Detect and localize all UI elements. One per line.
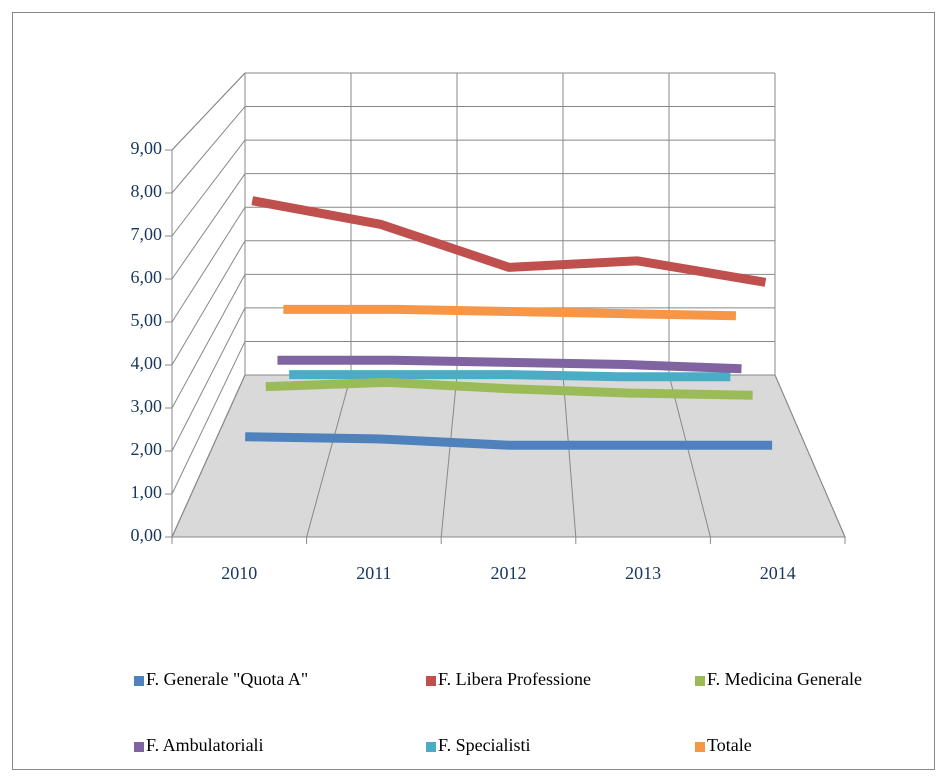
y-tick-label: 7,00	[131, 224, 163, 244]
grid-line	[171, 173, 246, 280]
x-tick-label: 2013	[625, 563, 661, 583]
y-tick-label: 8,00	[131, 181, 163, 201]
floor-divider	[562, 374, 577, 538]
legend-label: F. Ambulatoriali	[146, 735, 264, 755]
series-line	[283, 304, 737, 321]
legend-label: F. Libera Professione	[438, 669, 591, 689]
floor-divider	[774, 374, 846, 538]
grid-line	[171, 106, 246, 194]
y-tick-label: 3,00	[131, 396, 163, 416]
y-tick-label: 1,00	[131, 482, 163, 502]
legend-label: F. Medicina Generale	[707, 669, 862, 689]
y-tick-label: 2,00	[131, 439, 163, 459]
legend-swatch	[695, 742, 705, 752]
grid-line	[171, 139, 246, 237]
legend-swatch	[134, 676, 144, 686]
series-line	[265, 377, 753, 400]
y-tick-label: 0,00	[131, 525, 163, 545]
y-tick-label: 5,00	[131, 310, 163, 330]
series-line	[289, 370, 731, 382]
floor-divider	[440, 374, 458, 538]
legend-swatch	[426, 742, 436, 752]
x-tick-label: 2014	[760, 563, 796, 583]
y-tick-label: 4,00	[131, 353, 163, 373]
legend-label: Totale	[707, 735, 752, 755]
floor-divider	[668, 374, 711, 538]
floor-divider	[306, 374, 352, 538]
legend-label: F. Specialisti	[438, 735, 531, 755]
grid-line	[171, 274, 246, 409]
grid-line	[171, 240, 246, 366]
x-tick-label: 2011	[356, 563, 391, 583]
grid-line	[171, 72, 246, 151]
legend-swatch	[426, 676, 436, 686]
series-line	[251, 196, 767, 287]
x-tick-label: 2010	[221, 563, 257, 583]
legend-swatch	[695, 676, 705, 686]
legend-label: F. Generale "Quota A"	[146, 669, 308, 689]
legend-swatch	[134, 742, 144, 752]
grid-line	[171, 341, 246, 495]
y-tick-label: 9,00	[131, 138, 163, 158]
y-tick-label: 6,00	[131, 267, 163, 287]
series-line	[245, 432, 773, 450]
grid-line	[171, 374, 246, 538]
grid-line	[171, 307, 246, 452]
x-tick-label: 2012	[491, 563, 527, 583]
series-line	[277, 355, 742, 374]
grid-line	[171, 206, 246, 323]
